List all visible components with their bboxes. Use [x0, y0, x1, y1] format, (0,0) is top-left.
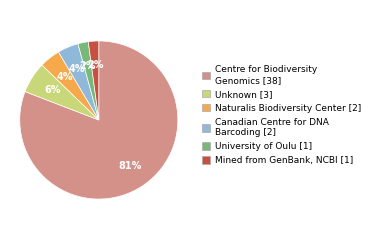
Wedge shape	[88, 41, 99, 120]
Wedge shape	[59, 44, 99, 120]
Text: 2%: 2%	[87, 60, 103, 70]
Wedge shape	[25, 65, 99, 120]
Wedge shape	[20, 41, 178, 199]
Text: 6%: 6%	[44, 85, 60, 95]
Text: 81%: 81%	[119, 161, 142, 171]
Text: 4%: 4%	[69, 64, 86, 74]
Text: 4%: 4%	[56, 72, 73, 82]
Legend: Centre for Biodiversity
Genomics [38], Unknown [3], Naturalis Biodiversity Cente: Centre for Biodiversity Genomics [38], U…	[202, 65, 361, 165]
Wedge shape	[78, 42, 99, 120]
Text: 2%: 2%	[79, 61, 96, 71]
Wedge shape	[42, 52, 99, 120]
